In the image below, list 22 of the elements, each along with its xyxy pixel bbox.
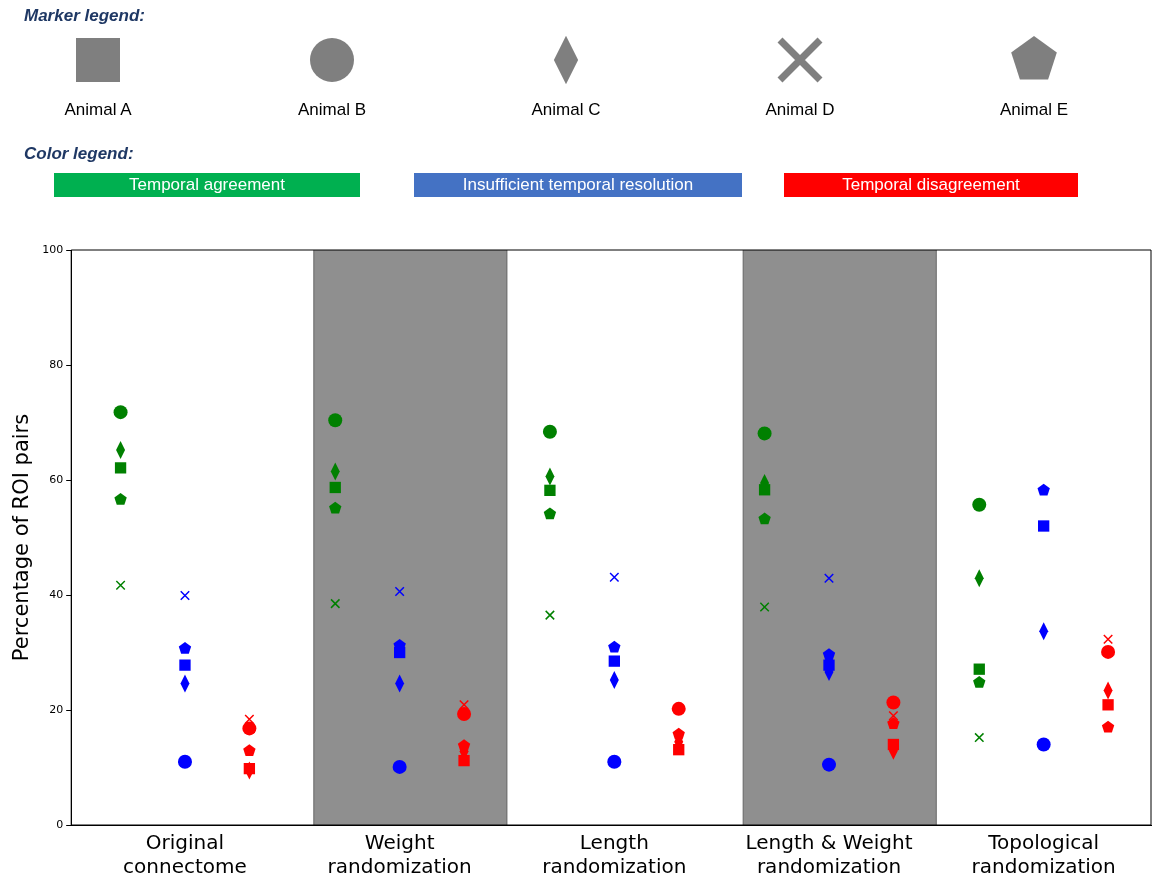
y-axis-title: Percentage of ROI pairs: [9, 413, 34, 662]
y-tick-label: 40: [49, 587, 64, 601]
x-tick-label: Length randomization: [542, 830, 687, 879]
legend-swatch: Temporal agreement: [54, 173, 360, 197]
y-tick-label: 20: [49, 702, 64, 716]
y-tick-label: 60: [49, 472, 64, 486]
y-tick-label: 0: [56, 817, 64, 831]
text: Marker legend:: [24, 6, 145, 26]
legend-swatch: Insufficient temporal resolution: [414, 173, 742, 197]
x-tick-label: Topological randomization: [971, 830, 1116, 879]
text: Animal E: [999, 100, 1069, 119]
x-tick-label: Original connectome: [123, 830, 247, 879]
text: Animal D: [765, 100, 835, 119]
text: Color legend:: [24, 144, 134, 164]
y-tick-label: 80: [49, 357, 64, 371]
text: Animal B: [297, 100, 367, 119]
text: Animal C: [531, 100, 601, 119]
x-tick-label: Length & Weight randomization: [745, 830, 913, 879]
legend-swatch: Temporal disagreement: [784, 173, 1078, 197]
text: Animal A: [64, 100, 132, 119]
x-tick-label: Weight randomization: [327, 830, 472, 879]
y-tick-label: 100: [42, 242, 64, 256]
